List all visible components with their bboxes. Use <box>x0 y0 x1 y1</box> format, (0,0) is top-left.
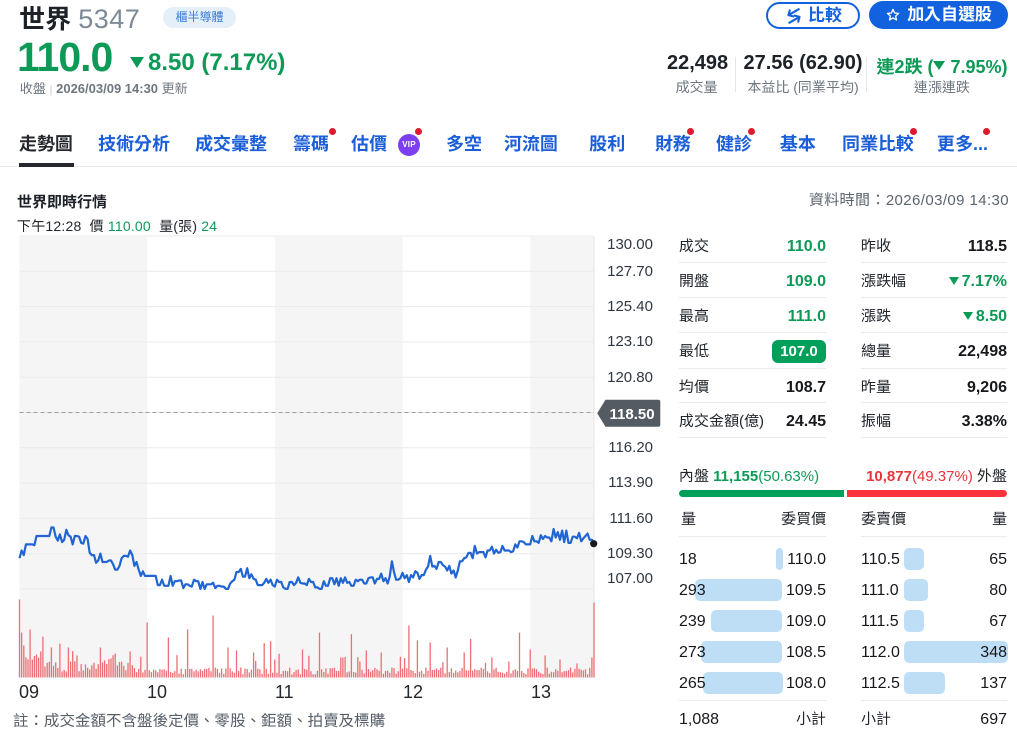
svg-text:118.50: 118.50 <box>610 406 655 423</box>
